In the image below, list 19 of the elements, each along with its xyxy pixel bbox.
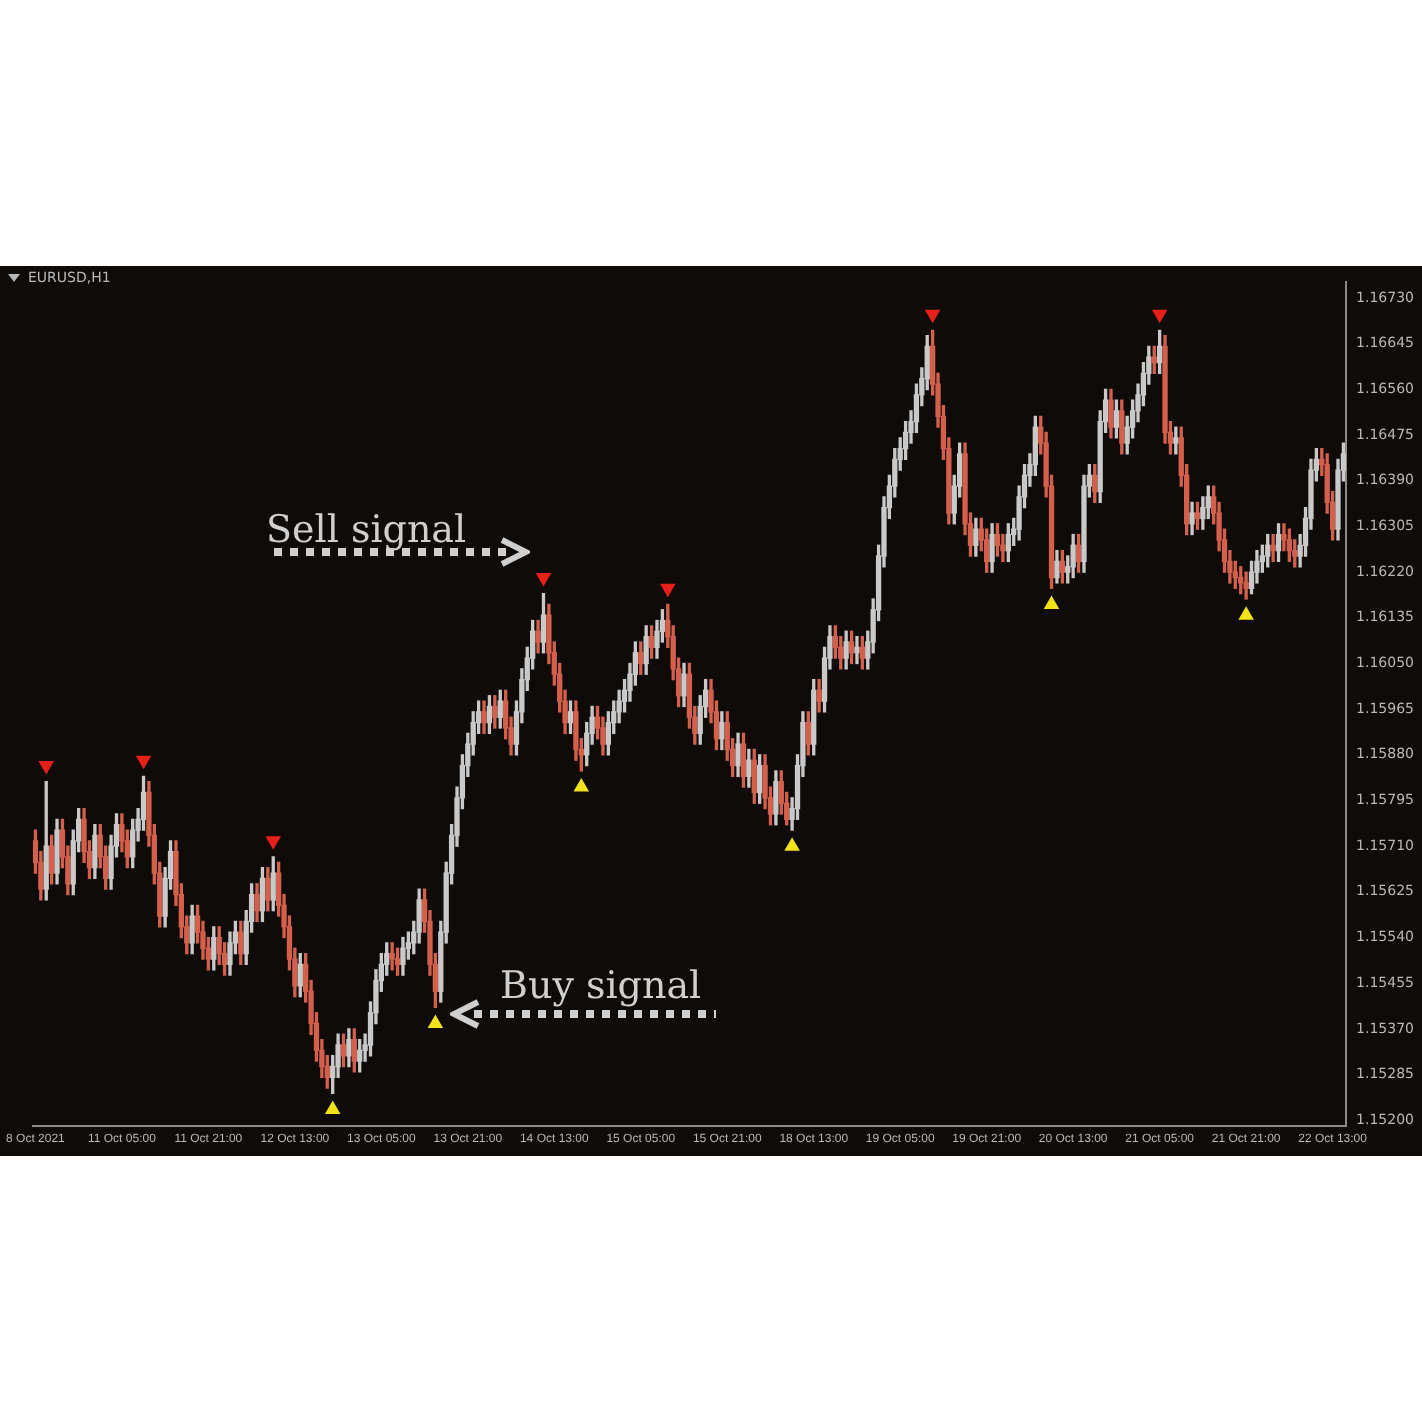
point <box>536 573 551 586</box>
point <box>136 755 151 769</box>
point <box>574 779 589 792</box>
point <box>1152 309 1167 323</box>
point <box>428 1015 443 1029</box>
candlestick <box>854 635 860 665</box>
point <box>660 583 675 597</box>
point <box>785 838 800 851</box>
candlestick <box>1270 533 1276 563</box>
annotation: Buy signal <box>500 964 702 1008</box>
point <box>925 309 940 323</box>
point <box>39 761 54 774</box>
candlestick <box>1243 571 1249 600</box>
candlestick <box>1173 426 1179 455</box>
annotation: Sell signal <box>266 508 467 552</box>
point <box>1044 596 1059 609</box>
point <box>325 1101 340 1114</box>
point <box>266 836 281 849</box>
point <box>1239 607 1254 620</box>
